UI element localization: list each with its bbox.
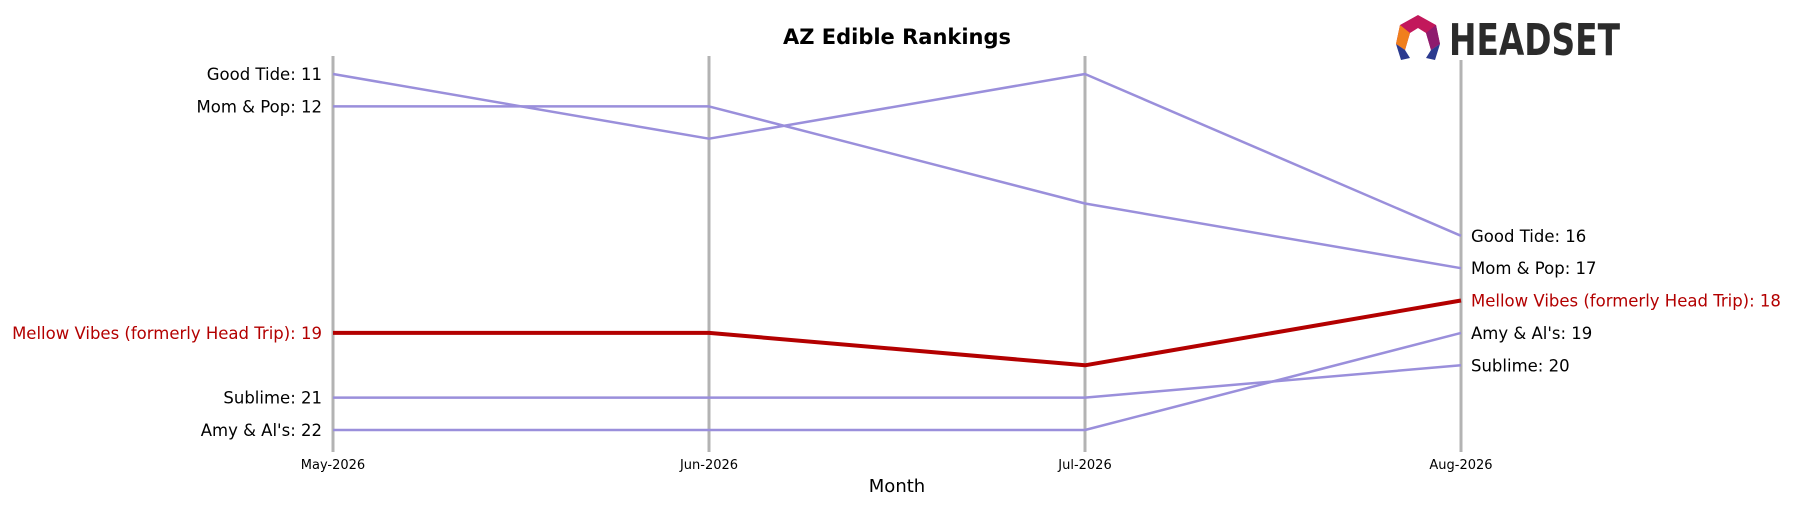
- end-rank-label: Good Tide: 16: [1471, 227, 1586, 246]
- end-rank-label: Mom & Pop: 17: [1471, 259, 1597, 278]
- x-axis-label: Month: [869, 476, 925, 497]
- chart-title: AZ Edible Rankings: [783, 25, 1011, 49]
- x-tick-labels: May-2026 Jun-2026 Jul-2026 Aug-2026: [301, 458, 1493, 473]
- series-line: [333, 105, 1462, 270]
- headset-logo-text: HEADSET: [1449, 15, 1620, 66]
- x-tick-label: Jul-2026: [1057, 458, 1111, 473]
- x-tick-label: Jun-2026: [679, 458, 738, 473]
- series-line: [333, 298, 1462, 368]
- start-rank-label: Mom & Pop: 12: [197, 97, 323, 116]
- start-rank-label: Mellow Vibes (formerly Head Trip): 19: [12, 324, 322, 343]
- start-labels: Good Tide: 11 Mom & Pop: 12 Mellow Vibes (…: [12, 65, 322, 440]
- series-lines: [332, 72, 1462, 432]
- start-rank-label: Good Tide: 11: [207, 65, 322, 84]
- end-rank-label: Mellow Vibes (formerly Head Trip): 18: [1471, 292, 1781, 311]
- x-tick-label: Aug-2026: [1429, 458, 1492, 473]
- series-line: [333, 364, 1462, 399]
- x-tick-label: May-2026: [301, 458, 365, 473]
- end-rank-label: Sublime: 20: [1471, 356, 1570, 375]
- headset-logo-icon: [1396, 15, 1440, 60]
- start-rank-label: Sublime: 21: [223, 389, 322, 408]
- start-rank-label: Amy & Al's: 22: [201, 421, 322, 440]
- series-line: [333, 331, 1462, 432]
- headset-logo: HEADSET: [1396, 15, 1620, 66]
- month-gridlines: [331, 56, 1463, 452]
- end-labels: Good Tide: 16 Mom & Pop: 17 Mellow Vibes (…: [1471, 227, 1781, 375]
- end-rank-label: Amy & Al's: 19: [1471, 324, 1592, 343]
